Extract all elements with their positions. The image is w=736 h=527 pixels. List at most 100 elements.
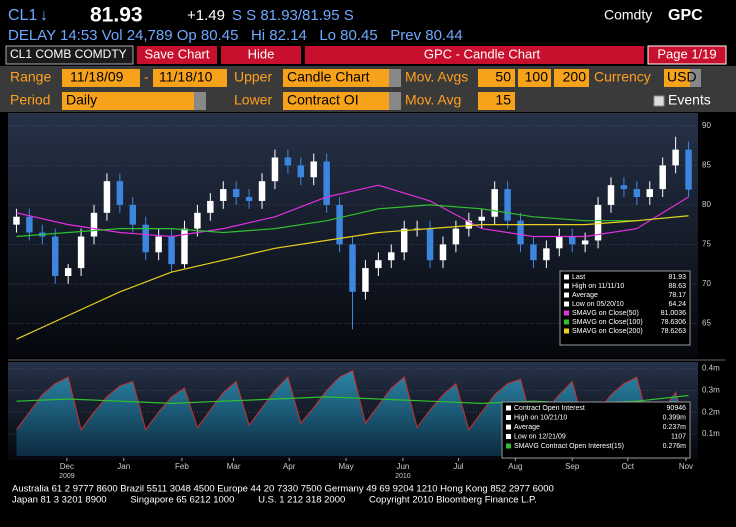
legend-label: Low on 12/21/09 <box>514 433 566 440</box>
x-tick-label: Jun <box>396 462 409 471</box>
quote: S S 81.93/81.95 S <box>232 7 354 24</box>
y-tick-label: 80 <box>702 200 711 209</box>
x-tick-label: Feb <box>175 462 189 471</box>
candle-body <box>116 181 124 205</box>
page-box[interactable] <box>647 45 727 65</box>
x-tick-label: Jan <box>117 462 130 471</box>
period-label: Period <box>10 92 50 108</box>
candle-body <box>232 189 240 197</box>
y-tick-label: 75 <box>702 240 711 249</box>
ma1[interactable]: 50 <box>495 69 511 85</box>
x-tick-label: Oct <box>622 462 635 471</box>
ma1-input[interactable] <box>478 69 515 87</box>
dropdown[interactable] <box>194 92 206 110</box>
upper[interactable]: Candle Chart <box>287 69 370 85</box>
events[interactable]: Events <box>668 92 711 108</box>
period[interactable]: Daily <box>66 92 97 108</box>
legend-value: 81.0036 <box>661 310 686 317</box>
x-tick-label: May <box>338 462 353 471</box>
ma2[interactable]: 100 <box>525 69 549 85</box>
brand-function: GPC <box>668 7 703 24</box>
candle-body <box>90 212 98 237</box>
security-box <box>5 45 134 65</box>
hide-label[interactable]: Hide <box>248 46 275 61</box>
legend-label: SMAVG Contract Open Interest(15) <box>514 443 624 450</box>
movavg[interactable]: 15 <box>495 92 511 108</box>
dropdown[interactable] <box>389 69 401 87</box>
candle-body <box>13 216 20 225</box>
candle-body <box>64 268 72 276</box>
start[interactable]: 11/18/09 <box>70 69 124 85</box>
legend-label: High on 11/11/10 <box>572 283 624 290</box>
period-select[interactable] <box>62 92 206 110</box>
save-label[interactable]: Save Chart <box>144 46 209 61</box>
x-tick-label: Nov <box>679 462 693 471</box>
legend-marker <box>506 443 511 449</box>
candle-body <box>594 204 602 241</box>
legend-label: Low on 05/20/10 <box>572 301 624 308</box>
dropdown[interactable] <box>690 69 701 87</box>
moving-average <box>16 184 689 238</box>
legend-marker <box>564 328 569 334</box>
legend-label: High on 10/21/10 <box>514 414 567 421</box>
candle-body <box>220 189 227 201</box>
candle-body <box>504 189 511 221</box>
candle-body <box>336 204 343 245</box>
candle-body <box>685 149 692 190</box>
candle-body <box>168 236 175 265</box>
legend-value: 78.6306 <box>661 319 686 326</box>
legend-value: 88.63 <box>668 283 686 290</box>
candle-body <box>465 220 473 229</box>
legend-value: 0.399m <box>663 414 687 421</box>
candle-body <box>633 189 641 197</box>
brand: Comdty <box>604 7 652 23</box>
x-tick-label: Sep <box>565 462 580 471</box>
ma2-input[interactable] <box>518 69 551 87</box>
legend-marker <box>564 292 569 298</box>
page[interactable]: Page 1/19 <box>657 46 716 61</box>
upper-label: Upper <box>234 69 272 85</box>
candle-body <box>194 212 201 229</box>
candle-body <box>323 161 330 205</box>
currency-label: Currency <box>594 69 651 85</box>
candle-body <box>530 244 537 261</box>
ma3-input[interactable] <box>554 69 589 87</box>
movavg-label: Mov. Avg <box>405 92 461 108</box>
currency[interactable]: USD <box>667 69 697 85</box>
title-bar <box>305 46 644 64</box>
candle-body <box>568 236 576 245</box>
candle-body <box>155 236 162 253</box>
security: CL1 COMB COMDTY <box>10 47 127 61</box>
candle-body <box>297 165 305 178</box>
dash: - <box>144 69 149 85</box>
events-checkbox[interactable] <box>653 95 665 107</box>
lower[interactable]: Contract OI <box>287 92 359 108</box>
quote-line: DELAY 14:53 Vol 24,789 Op 80.45 Hi 82.14… <box>8 27 463 44</box>
candle-body <box>349 244 356 292</box>
candle-body <box>543 248 550 261</box>
arrow: ↓ <box>40 7 48 24</box>
price-legend-box <box>559 270 691 346</box>
save-button[interactable] <box>137 46 217 64</box>
end-input[interactable] <box>153 69 227 87</box>
candle-body <box>478 216 485 221</box>
candle-body <box>426 228 434 261</box>
movavg-input[interactable] <box>478 92 515 110</box>
legend-marker <box>564 310 569 316</box>
legend-value: 0.237m <box>663 424 687 431</box>
oi-legend-box <box>501 401 691 459</box>
y-tick-label: 0.4m <box>702 363 720 372</box>
x-tick-label: Jul <box>453 462 463 471</box>
lower-select[interactable] <box>283 92 401 110</box>
range-label: Range <box>10 69 51 85</box>
y-tick-label: 65 <box>702 319 711 328</box>
ma3[interactable]: 200 <box>563 69 587 85</box>
start-input[interactable] <box>62 69 140 87</box>
chart-title: GPC - Candle Chart <box>424 46 541 61</box>
end[interactable]: 11/18/10 <box>159 69 213 85</box>
x-tick-label: Dec <box>60 462 74 471</box>
dropdown[interactable] <box>389 92 401 110</box>
legend-label: Average <box>572 292 598 299</box>
upper-select[interactable] <box>283 69 401 87</box>
hide-button[interactable] <box>221 46 301 64</box>
